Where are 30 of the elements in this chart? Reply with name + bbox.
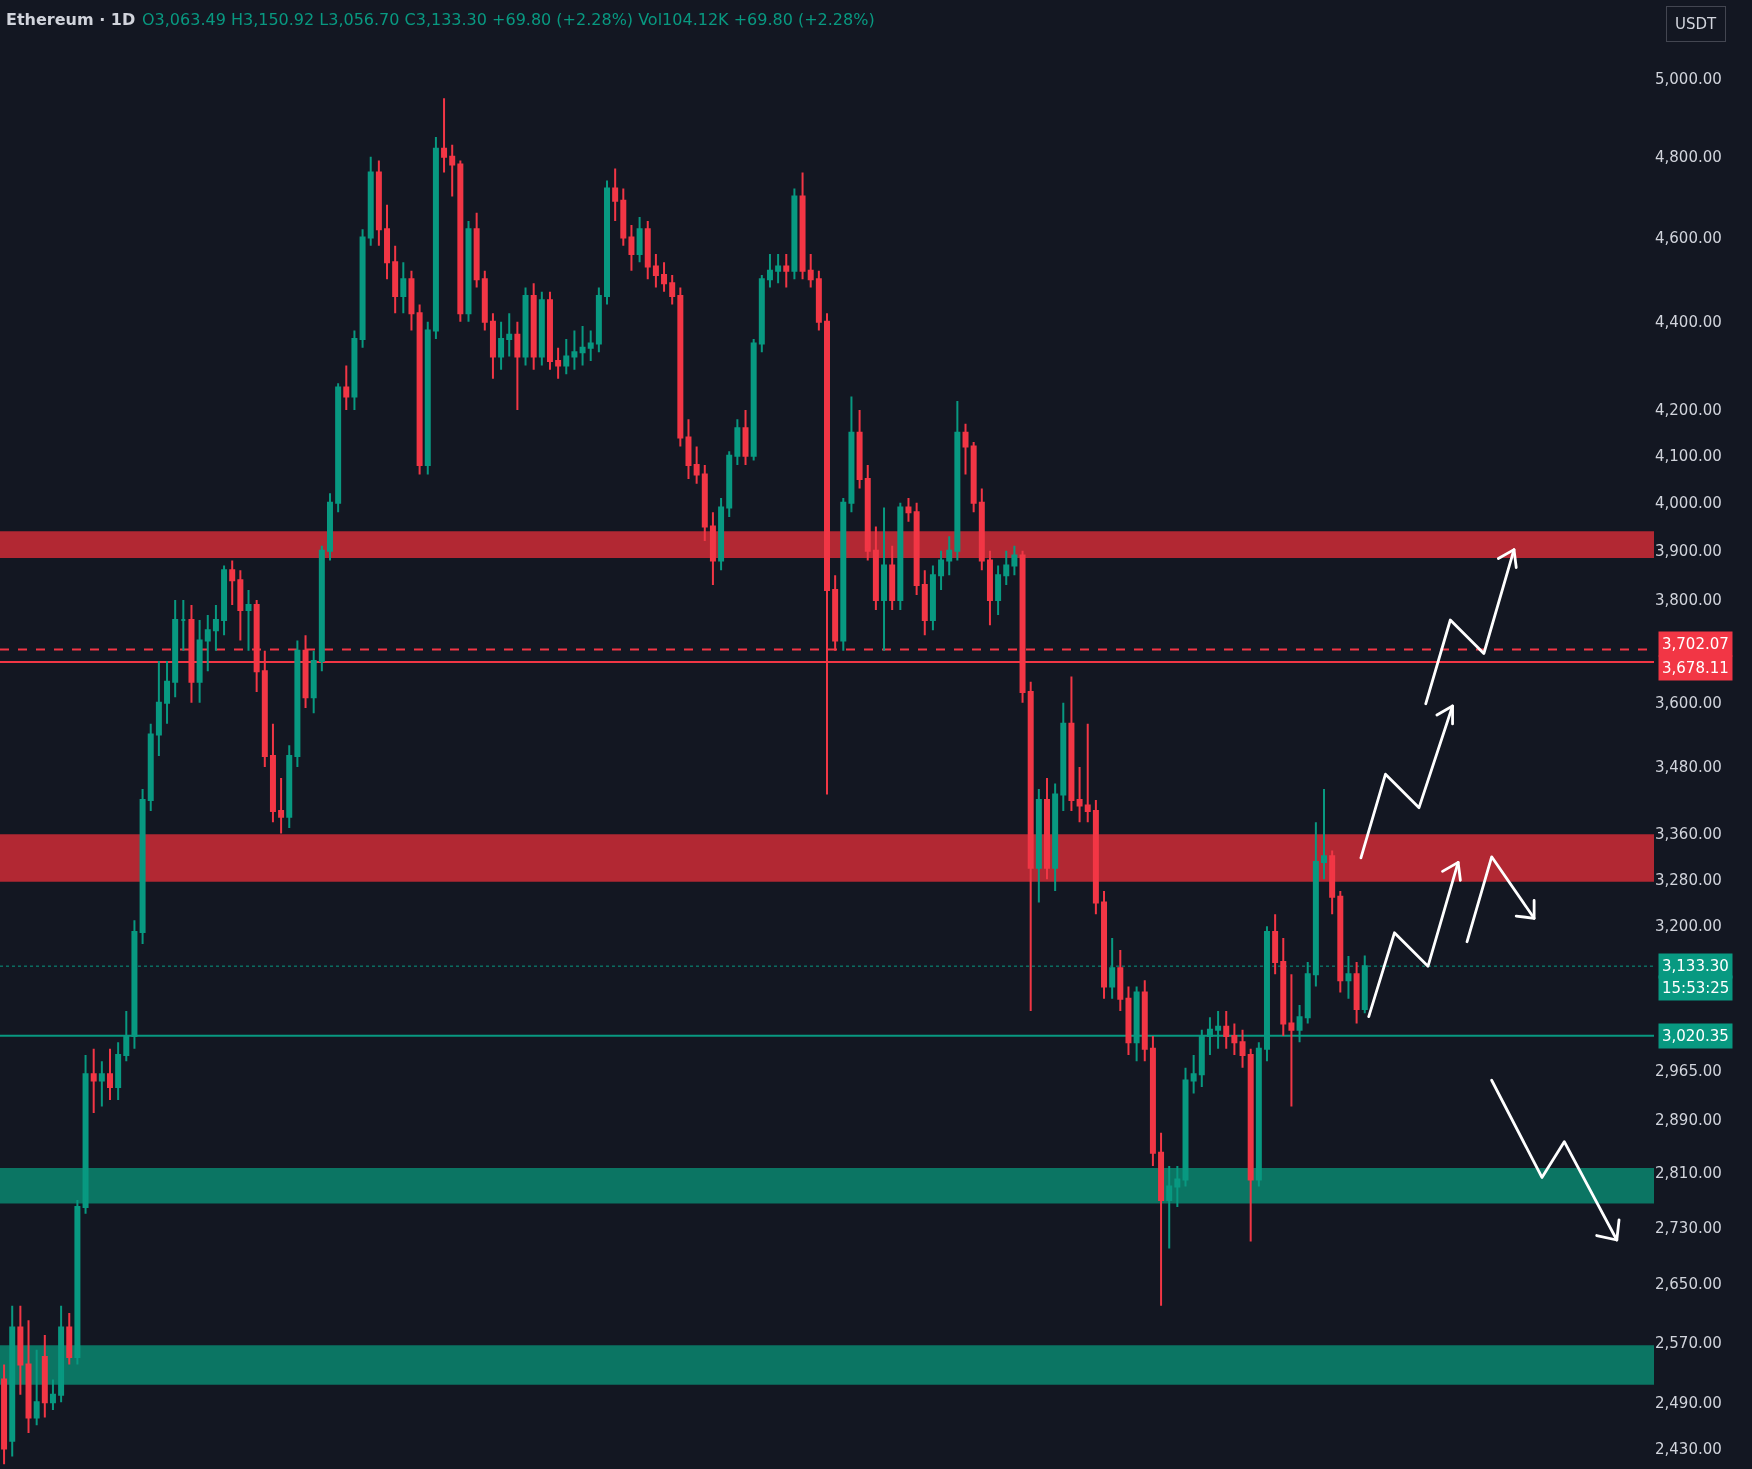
y-tick-label: 2,730.00 [1655,1218,1722,1237]
y-tick-label: 3,480.00 [1655,758,1722,777]
text: 15:53:25 [1662,979,1730,997]
y-tick-label: 4,400.00 [1655,313,1722,332]
y-tick-label: 4,600.00 [1655,228,1722,247]
y-tick-label: 4,800.00 [1655,147,1722,166]
y-tick-label: 2,490.00 [1655,1393,1722,1412]
y-tick-label: 3,360.00 [1655,824,1722,843]
text: O3,063.49 H3,150.92 L3,056.70 C3,133.30 +69.80 (+2.28%) Vol104.12K +69.80 (+2.28%) [142,10,875,29]
ref-line-label: 3,133.30 [1662,957,1729,975]
y-tick-label: 3,600.00 [1655,693,1722,712]
y-tick-label: 3,280.00 [1655,870,1722,889]
y-tick-label: 5,000.00 [1655,70,1722,89]
text: Ethereum · 1D [6,10,136,29]
y-tick-label: 4,200.00 [1655,401,1722,420]
y-tick-label: 2,650.00 [1655,1275,1722,1294]
y-tick-label: 2,810.00 [1655,1164,1722,1183]
y-tick-label: 4,000.00 [1655,493,1722,512]
y-tick-label: 3,900.00 [1655,541,1722,560]
y-axis-title: USDT [1675,15,1718,33]
y-tick-label: 2,965.00 [1655,1062,1722,1081]
ref-line-label: 3,702.07 [1662,635,1729,653]
y-tick-label: 2,570.00 [1655,1333,1722,1352]
ref-line-label: 3,678.11 [1662,659,1729,677]
ref-line-label: 3,020.35 [1662,1027,1729,1045]
y-tick-label: 3,800.00 [1655,591,1722,610]
y-tick-label: 3,200.00 [1655,917,1722,936]
y-tick-label: 2,430.00 [1655,1439,1722,1458]
y-tick-label: 4,100.00 [1655,447,1722,466]
y-tick-label: 2,890.00 [1655,1110,1722,1129]
